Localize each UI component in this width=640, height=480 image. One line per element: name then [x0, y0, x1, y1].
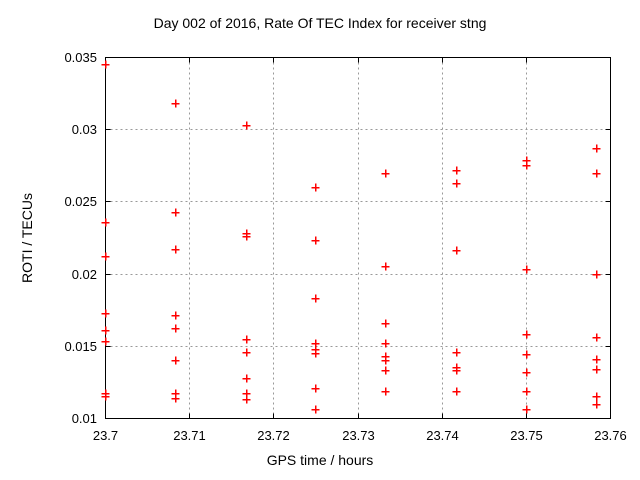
data-point-marker: [592, 169, 601, 178]
data-point-marker: [171, 324, 180, 333]
data-point-marker: [452, 166, 461, 175]
data-point-marker: [101, 60, 110, 69]
data-point-marker: [311, 236, 320, 245]
data-point-marker: [242, 348, 251, 357]
data-point-marker: [171, 99, 180, 108]
y-tick-label: 0.01: [72, 411, 97, 426]
data-point-marker: [171, 311, 180, 320]
data-point-marker: [452, 348, 461, 357]
data-point-marker: [592, 392, 601, 401]
data-point-marker: [311, 349, 320, 358]
y-tick-label: 0.03: [72, 122, 97, 137]
data-point-marker: [592, 355, 601, 364]
data-point-marker: [311, 183, 320, 192]
data-point-marker: [522, 330, 531, 339]
data-point-marker: [101, 392, 110, 401]
x-tick-label: 23.72: [257, 428, 290, 443]
x-tick-label: 23.74: [426, 428, 459, 443]
data-point-marker: [381, 387, 390, 396]
data-point-marker: [592, 365, 601, 374]
data-point-marker: [101, 337, 110, 346]
data-point-marker: [171, 208, 180, 217]
data-point-marker: [101, 252, 110, 261]
x-tick-label: 23.75: [510, 428, 543, 443]
data-point-marker: [381, 356, 390, 365]
data-point-marker: [101, 218, 110, 227]
data-point-marker: [592, 270, 601, 279]
data-point-marker: [242, 395, 251, 404]
data-point-marker: [242, 335, 251, 344]
data-point-marker: [171, 245, 180, 254]
data-point-marker: [381, 169, 390, 178]
data-point-marker: [101, 326, 110, 335]
data-point-marker: [171, 356, 180, 365]
y-tick-label: 0.025: [64, 194, 97, 209]
data-point-marker: [242, 232, 251, 241]
y-tick-label: 0.015: [64, 339, 97, 354]
data-point-marker: [452, 246, 461, 255]
data-point-marker: [592, 144, 601, 153]
x-tick-label: 23.73: [342, 428, 375, 443]
data-point-marker: [522, 161, 531, 170]
chart-title: Day 002 of 2016, Rate Of TEC Index for r…: [153, 15, 487, 31]
x-axis-label: GPS time / hours: [266, 452, 374, 468]
data-point-marker: [101, 309, 110, 318]
data-point-marker: [522, 265, 531, 274]
data-point-marker: [522, 350, 531, 359]
data-point-marker: [381, 366, 390, 375]
data-point-marker: [592, 400, 601, 409]
data-point-marker: [381, 339, 390, 348]
data-point-marker: [311, 405, 320, 414]
y-axis-label: ROTI / TECUs: [19, 193, 35, 283]
data-point-marker: [381, 319, 390, 328]
data-point-marker: [452, 179, 461, 188]
data-point-marker: [311, 294, 320, 303]
data-point-marker: [452, 387, 461, 396]
data-point-marker: [452, 366, 461, 375]
data-point-marker: [242, 374, 251, 383]
data-point-marker: [522, 368, 531, 377]
data-point-marker: [242, 121, 251, 130]
data-point-marker: [592, 333, 601, 342]
data-point-marker: [522, 387, 531, 396]
data-point-marker: [171, 394, 180, 403]
data-point-marker: [381, 262, 390, 271]
data-point-marker: [522, 405, 531, 414]
x-tick-label: 23.76: [594, 428, 627, 443]
x-tick-label: 23.7: [93, 428, 118, 443]
y-tick-label: 0.02: [72, 267, 97, 282]
x-tick-label: 23.71: [173, 428, 206, 443]
y-tick-label: 0.035: [64, 50, 97, 65]
data-point-marker: [311, 384, 320, 393]
